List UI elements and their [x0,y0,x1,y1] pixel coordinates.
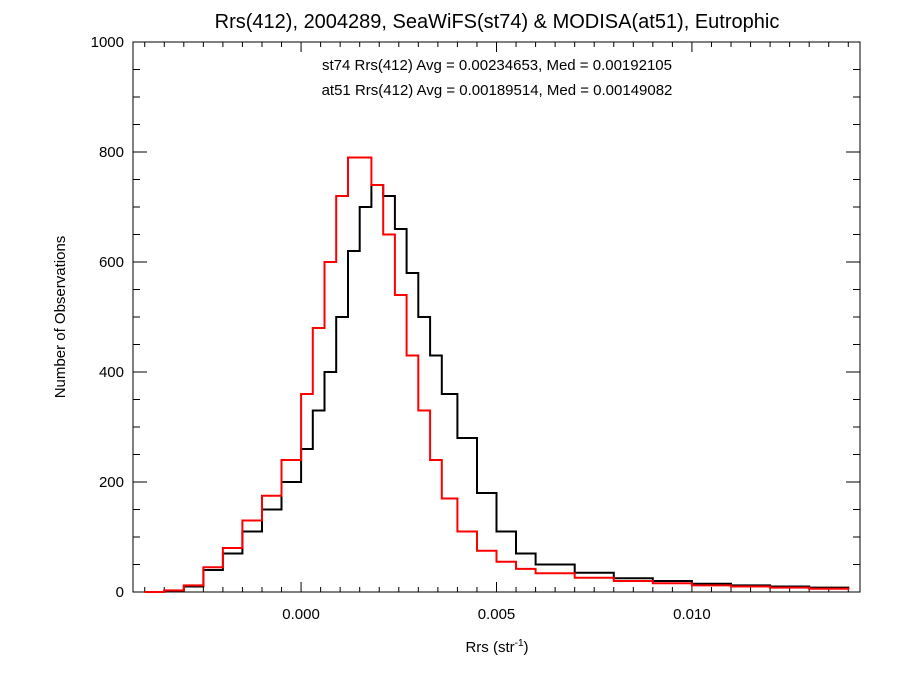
y-tick-label: 1000 [91,34,124,51]
y-tick-label: 200 [99,474,124,491]
y-tick-label: 600 [99,254,124,271]
series-line-1 [144,156,850,593]
x-axis-label-main: Rrs (str [465,639,514,656]
y-axis-label: Number of Observations [52,236,69,399]
x-axis-label: Rrs (str-1) [465,638,528,656]
st74-stats-annotation: st74 Rrs(412) Avg = 0.00234653, Med = 0.… [322,57,672,74]
y-tick-label: 400 [99,364,124,381]
x-axis-label-superscript: -1 [515,638,524,649]
series-line-0 [144,184,850,593]
x-tick-label: 0.000 [282,606,320,623]
y-tick-label: 800 [99,144,124,161]
y-tick-label: 0 [116,584,124,601]
chart-title: Rrs(412), 2004289, SeaWiFS(st74) & MODIS… [215,11,780,33]
x-axis-label-close: ) [524,639,529,656]
x-tick-label: 0.005 [478,606,516,623]
x-tick-label: 0.010 [673,606,711,623]
at51-stats-annotation: at51 Rrs(412) Avg = 0.00189514, Med = 0.… [322,82,673,99]
